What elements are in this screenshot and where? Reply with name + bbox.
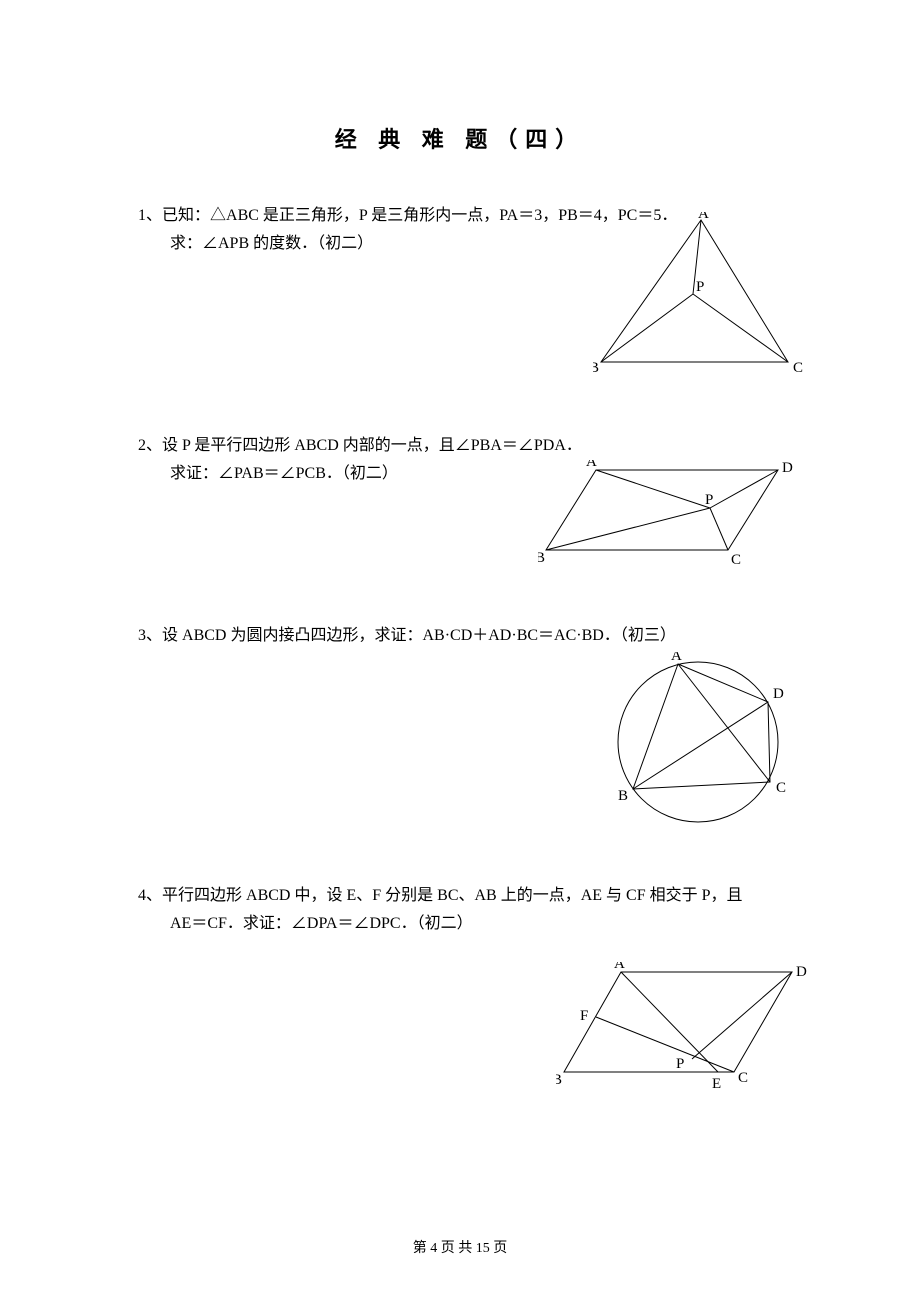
problem-4-number: 4、 xyxy=(138,887,162,904)
problem-3-number: 3、 xyxy=(138,627,162,644)
svg-text:F: F xyxy=(580,1008,588,1024)
svg-text:P: P xyxy=(676,1056,684,1072)
problem-3-text1: 设 ABCD 为圆内接凸四边形，求证：AB·CD＋AD·BC＝AC·BD．（初三… xyxy=(162,627,676,644)
svg-text:B: B xyxy=(538,550,545,566)
problem-2: 2、设 P 是平行四边形 ABCD 内部的一点，且∠PBA＝∠PDA． 求证：∠… xyxy=(138,432,840,592)
svg-text:P: P xyxy=(705,492,713,508)
svg-text:B: B xyxy=(593,360,599,376)
problem-2-text1: 设 P 是平行四边形 ABCD 内部的一点，且∠PBA＝∠PDA． xyxy=(162,437,582,454)
problem-2-line1: 2、设 P 是平行四边形 ABCD 内部的一点，且∠PBA＝∠PDA． xyxy=(138,432,840,460)
page-footer: 第 4 页 共 15 页 xyxy=(0,1237,920,1257)
svg-text:C: C xyxy=(738,1070,748,1086)
problem-4-figure: A B C D E F P xyxy=(556,962,816,1097)
svg-text:A: A xyxy=(671,652,682,664)
problem-4-line1: 4、平行四边形 ABCD 中，设 E、F 分别是 BC、AB 上的一点，AE 与… xyxy=(138,882,840,910)
svg-text:B: B xyxy=(618,788,628,804)
svg-text:C: C xyxy=(731,552,741,568)
svg-text:P: P xyxy=(696,279,704,295)
svg-text:A: A xyxy=(614,962,625,972)
problem-2-figure: A B C D P xyxy=(538,460,798,570)
problem-2-number: 2、 xyxy=(138,437,162,454)
svg-text:A: A xyxy=(586,460,597,470)
svg-text:A: A xyxy=(698,212,709,222)
problem-1: 1、已知：△ABC 是正三角形，P 是三角形内一点，PA＝3，PB＝4，PC＝5… xyxy=(138,202,840,402)
svg-text:B: B xyxy=(556,1072,562,1088)
problems-container: 1、已知：△ABC 是正三角形，P 是三角形内一点，PA＝3，PB＝4，PC＝5… xyxy=(0,202,920,1112)
svg-text:C: C xyxy=(776,780,786,796)
svg-text:D: D xyxy=(782,460,793,476)
svg-text:D: D xyxy=(796,964,807,980)
problem-1-number: 1、 xyxy=(138,207,162,224)
problem-4-line2: AE＝CF．求证：∠DPA＝∠DPC．（初二） xyxy=(138,910,840,938)
problem-3-line1: 3、设 ABCD 为圆内接凸四边形，求证：AB·CD＋AD·BC＝AC·BD．（… xyxy=(138,622,840,650)
problem-4-text1: 平行四边形 ABCD 中，设 E、F 分别是 BC、AB 上的一点，AE 与 C… xyxy=(162,887,743,904)
problem-3: 3、设 ABCD 为圆内接凸四边形，求证：AB·CD＋AD·BC＝AC·BD．（… xyxy=(138,622,840,852)
svg-text:C: C xyxy=(793,360,803,376)
svg-text:D: D xyxy=(773,686,784,702)
problem-1-figure: A B C P xyxy=(593,212,808,382)
page-title: 经 典 难 题（四） xyxy=(0,0,920,154)
problem-3-figure: A D C B xyxy=(608,652,803,837)
problem-4: 4、平行四边形 ABCD 中，设 E、F 分别是 BC、AB 上的一点，AE 与… xyxy=(138,882,840,1112)
svg-text:E: E xyxy=(712,1076,721,1092)
